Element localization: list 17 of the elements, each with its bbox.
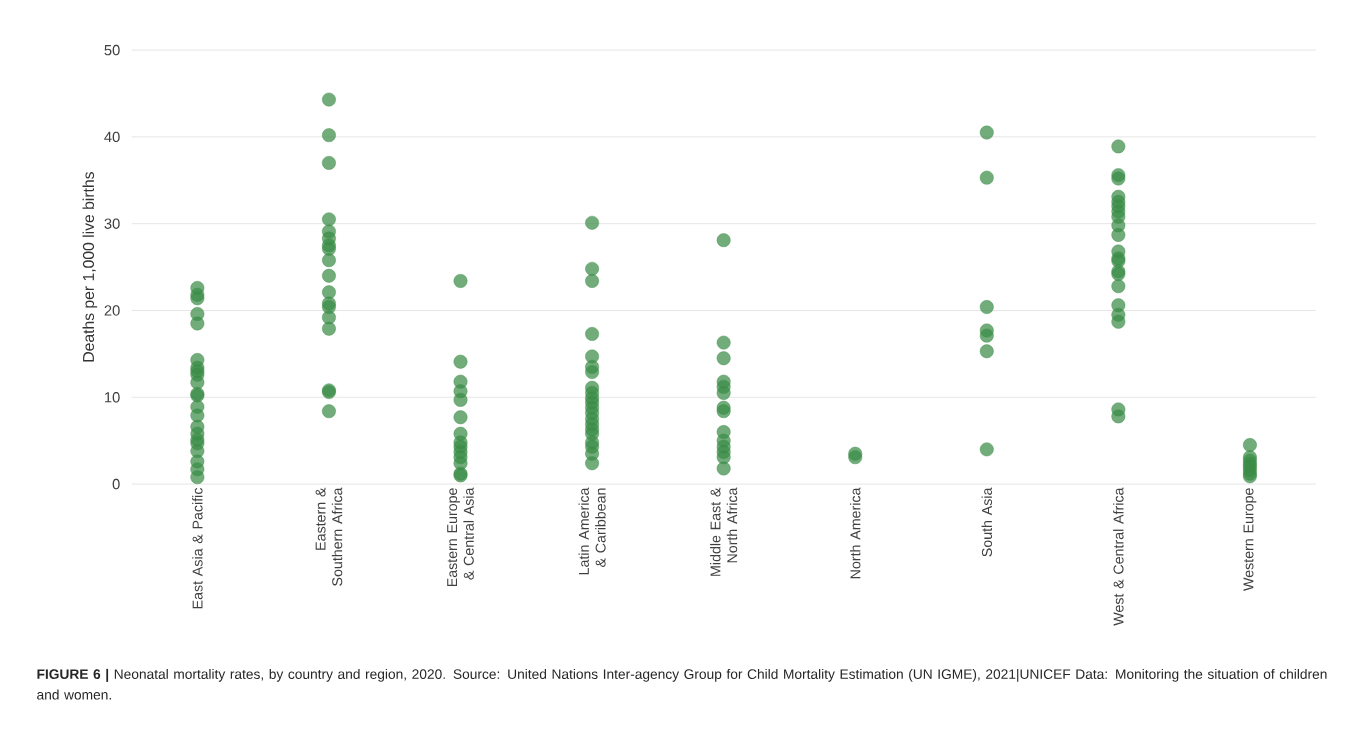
x-tick-label: Eastern Europe & Central Asia <box>447 487 474 586</box>
y-tick-label: 10 <box>105 391 120 403</box>
y-tick-label: 50 <box>104 44 120 56</box>
x-tick-label: Eastern & Southern Africa <box>315 487 343 586</box>
y-tick-label: 20 <box>104 305 120 316</box>
y-tick-label: 0 <box>112 478 120 490</box>
x-tick-label: North America <box>849 487 861 579</box>
y-tick-label: 30 <box>104 218 120 229</box>
x-tick-label: South Asia <box>981 487 993 557</box>
x-tick-label: Middle East & North Africa <box>710 487 738 576</box>
text: FIGURE 6 | Neonatal mortality rates, by country and region, 2020. Source: United Nations Inter-agency Group for Child Mortality Estimation (UN IGME), 2021|UNICEF Data: Monitoring the situation of children and women. <box>37 668 1327 700</box>
y-axis-title: Deaths per 1,000 live births <box>82 171 98 362</box>
y-tick-label: 40 <box>104 131 120 142</box>
x-tick-label: East Asia & Pacific <box>192 487 203 609</box>
x-tick-label: Latin America & Caribbean <box>578 487 606 575</box>
x-tick-label: West & Central Africa <box>1113 487 1124 626</box>
x-tick-label: Western Europe <box>1243 488 1257 591</box>
